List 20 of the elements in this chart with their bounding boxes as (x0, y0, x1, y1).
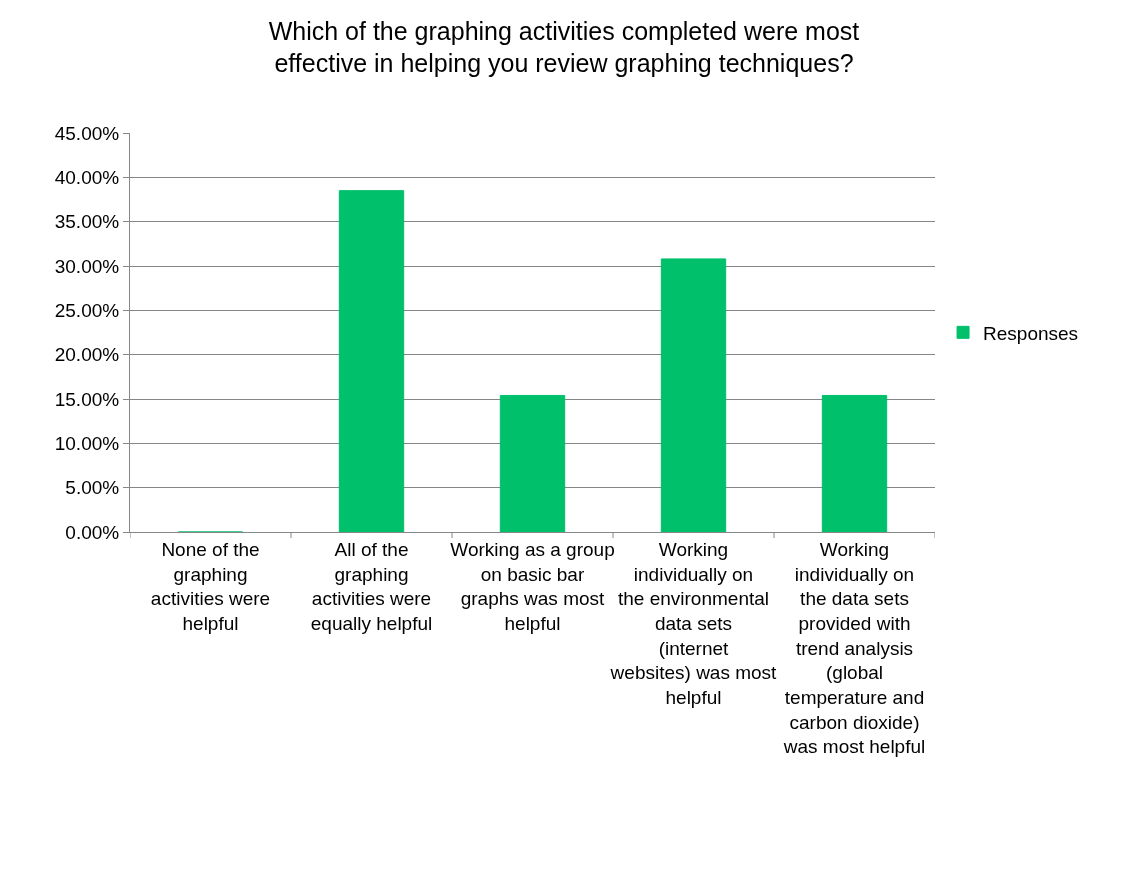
y-tick-label: 30.00% (54, 255, 120, 277)
x-tick-label: None of the graphing activities were helpful (150, 538, 271, 634)
y-tick-label: 15.00% (54, 388, 120, 410)
bar (821, 394, 888, 532)
bar (499, 394, 566, 532)
y-tick-label: 40.00% (54, 166, 120, 188)
legend-label: Responses (983, 322, 1079, 344)
chart-title: Which of the graphing activities completed were most effective in helping you review graphing techniques? (268, 16, 860, 78)
x-tick-label: All of the graphing activities were equally helpful (310, 538, 433, 634)
y-tick-label: 35.00% (54, 211, 120, 233)
bar (660, 258, 727, 532)
x-tick-label: Working as a group on basic bar graphs was most helpful (450, 538, 615, 634)
y-tick-label: 25.00% (54, 299, 120, 321)
y-tick-label: 5.00% (65, 477, 120, 499)
y-tick-label: 0.00% (65, 521, 120, 543)
y-tick-label: 45.00% (54, 122, 120, 144)
category-label: Working individually on the data sets provided with trend analysis (global temperature and carbon dioxide) was most helpful (783, 538, 926, 758)
bar (338, 190, 405, 532)
y-tick-label: 20.00% (54, 344, 120, 366)
y-tick-label: 10.00% (54, 432, 120, 454)
